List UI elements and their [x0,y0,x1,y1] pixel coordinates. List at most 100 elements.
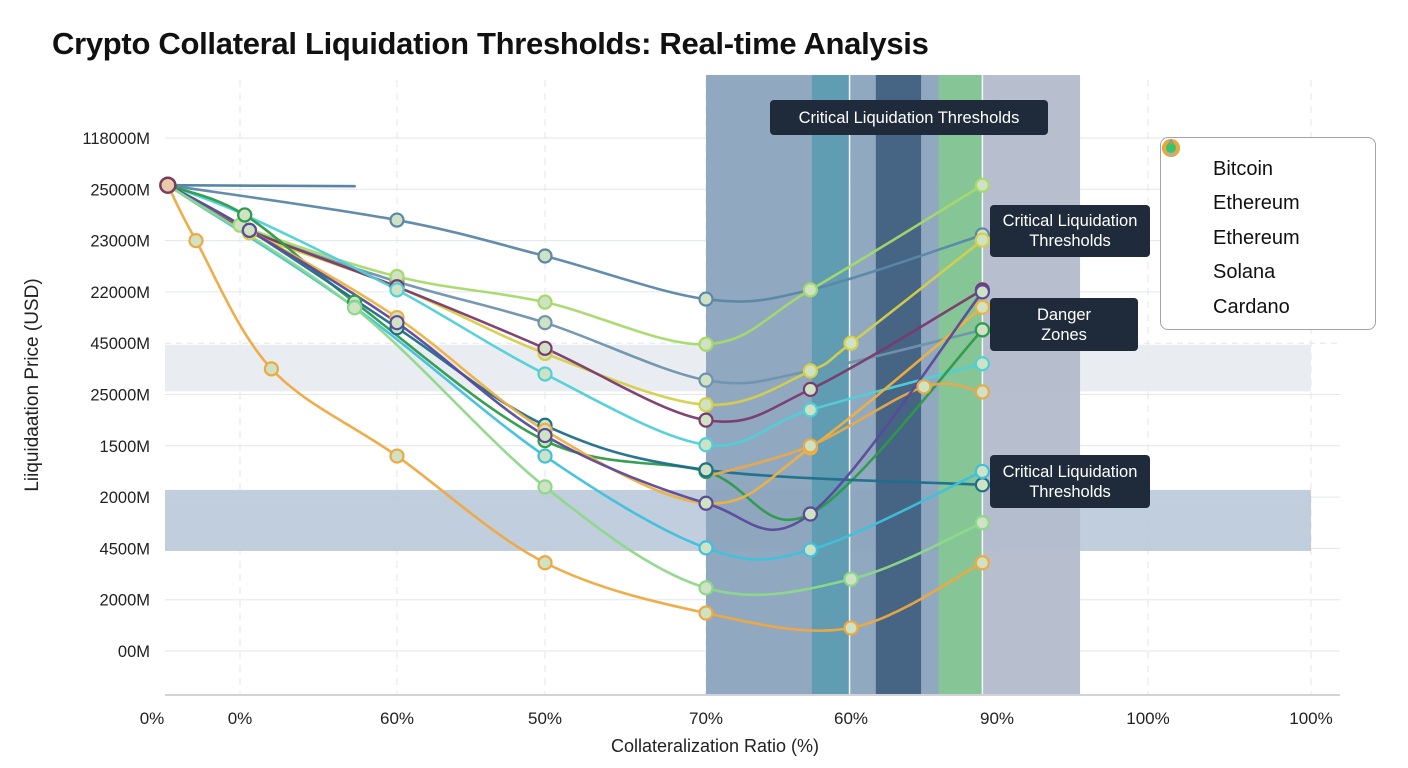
data-point [698,462,714,478]
chart-title: Crypto Collateral Liquidation Thresholds… [52,26,929,61]
data-point [698,437,714,453]
dot-icon [1166,143,1203,317]
series-line-10 [704,382,984,478]
data-point [843,335,859,351]
data-point [802,381,819,397]
data-point [537,555,553,571]
annotation-critical-thresholds-right: Critical Liquidation Thresholds [990,205,1150,257]
legend: ₿ Bitcoin Ethereum Ethereum Solana Carda… [1160,137,1376,330]
y-axis-title: Liiquidaation Price (USD) [22,278,43,491]
y-tick-label: 23000M [90,233,150,251]
legend-item-bitcoin[interactable]: ₿ Bitcoin [1162,139,1375,187]
data-point [698,397,714,413]
data-point [537,479,553,495]
x-tick-label: 0% [140,709,165,728]
data-point [698,580,714,596]
y-tick-label: 22000M [90,284,150,302]
x-tick-label: 50% [528,709,562,728]
legend-label: Cardano [1213,295,1290,318]
data-point [974,477,991,493]
data-point [698,495,714,511]
data-point [843,571,859,587]
data-point [802,542,819,558]
x-axis-title: Collateralization Ratio (%) [611,736,819,756]
data-point [537,448,553,464]
data-point [241,222,258,238]
ethereum-diamond-icon [1165,139,1203,248]
series-line-14 [166,183,984,632]
data-point [802,506,819,522]
annotation-danger-zones: Danger Zones [990,298,1138,351]
data-point [537,315,553,331]
data-point [974,322,991,338]
data-point [537,340,553,356]
diamond-icon [1165,142,1203,283]
data-point [263,361,279,377]
x-tick-label: 0% [228,709,253,728]
series-line-5 [166,183,984,424]
data-point [389,282,405,298]
annotation-critical-thresholds-top: Critical Liquidation Thresholds [770,100,1048,135]
y-tick-label: 1500M [100,438,150,456]
data-point [802,402,819,418]
legend-item-ethereum[interactable]: Ethereum [1162,139,1375,222]
series-line-1 [166,183,984,303]
x-tick-label: 100% [1289,709,1332,728]
data-point [537,294,553,310]
data-point [802,282,819,298]
data-point [237,207,253,223]
legend-item-ethereum-2[interactable]: Ethereum [1165,139,1375,256]
data-point [802,438,819,454]
data-point [974,463,991,480]
x-tick-label: 70% [689,709,723,728]
vertical-threshold-band [982,75,1081,695]
data-point [843,620,859,636]
data-point [802,363,819,379]
bitcoin-coin-icon: ₿ [1162,139,1203,179]
data-point [537,248,553,264]
series-line-3 [166,183,984,346]
y-tick-label: 2000M [100,489,150,507]
y-tick-label: 45000M [90,335,150,353]
data-point [698,540,714,556]
data-point [389,448,405,464]
x-tick-label: 60% [380,709,414,728]
data-point [974,177,991,193]
data-point [698,412,714,428]
data-point [974,384,991,400]
data-point [974,515,991,531]
annotation-critical-thresholds-bottom: Critical Liquidation Thresholds [990,455,1150,508]
y-tick-label: 25000M [90,387,150,405]
y-tick-label: 118000M [82,130,150,148]
series-line-0 [166,183,356,188]
data-point [698,372,714,388]
legend-label: Ethereum [1213,226,1300,249]
ethereum-coin-icon [1162,139,1203,214]
legend-label: Bitcoin [1213,157,1274,180]
legend-label: Ethereum [1213,192,1300,215]
x-tick-label: 90% [980,709,1014,728]
data-point [974,299,991,315]
data-point [698,291,714,307]
data-point [974,232,991,248]
legend-label: Solana [1213,261,1276,284]
data-point [389,212,405,228]
data-point [916,379,932,395]
data-point [698,336,714,352]
data-point [389,315,405,331]
legend-item-cardano[interactable]: Cardano [1166,143,1375,325]
data-point [698,605,714,621]
data-point [159,176,177,194]
series-line-11 [166,183,984,532]
data-point [974,356,991,372]
data-point [188,233,204,249]
data-point [974,555,991,571]
data-point [974,284,991,300]
legend-item-solana[interactable]: Solana [1165,142,1375,291]
x-tick-label: 60% [834,709,868,728]
data-point [537,427,553,444]
data-point [537,366,553,382]
y-tick-label: 00M [118,643,150,661]
y-tick-label: 4500M [100,540,150,558]
